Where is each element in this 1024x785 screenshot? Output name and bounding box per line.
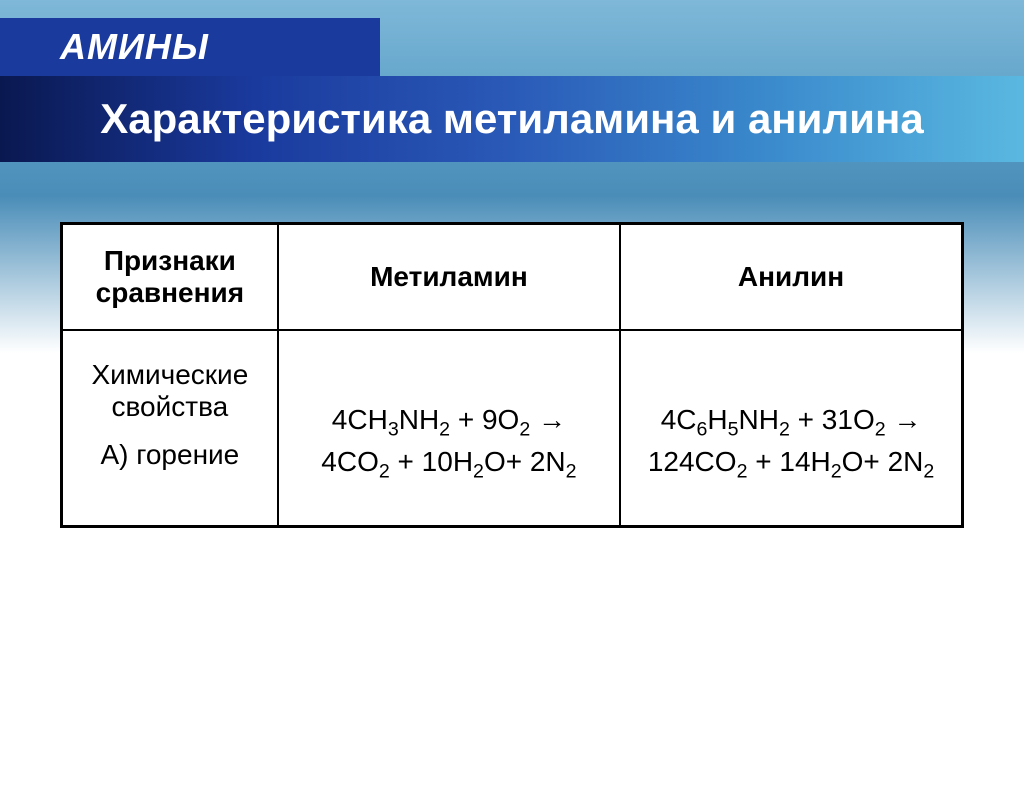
row-label-cell: Химические свойства А) горение [62,330,278,527]
row-label-line2: А) горение [79,439,261,471]
comparison-table: Признаки сравнения Метиламин Анилин Хими… [60,222,964,528]
table-row: Химические свойства А) горение 4CH3NH2 +… [62,330,963,527]
aniline-formula: 4C6H5NH2 + 31O2 → 124CO2 + 14H2O+ 2N2 [620,330,962,527]
column-methylamine: Метиламин [278,224,620,331]
table-header-row: Признаки сравнения Метиламин Анилин [62,224,963,331]
row-label-line1: Химические свойства [79,359,261,423]
slide-subtitle: Характеристика метиламина и анилина [0,76,1024,162]
column-aniline: Анилин [620,224,962,331]
comparison-table-container: Признаки сравнения Метиламин Анилин Хими… [60,222,964,528]
column-criteria: Признаки сравнения [62,224,278,331]
slide-title: АМИНЫ [0,18,380,76]
methylamine-formula: 4CH3NH2 + 9O2 → 4CO2 + 10H2O+ 2N2 [278,330,620,527]
